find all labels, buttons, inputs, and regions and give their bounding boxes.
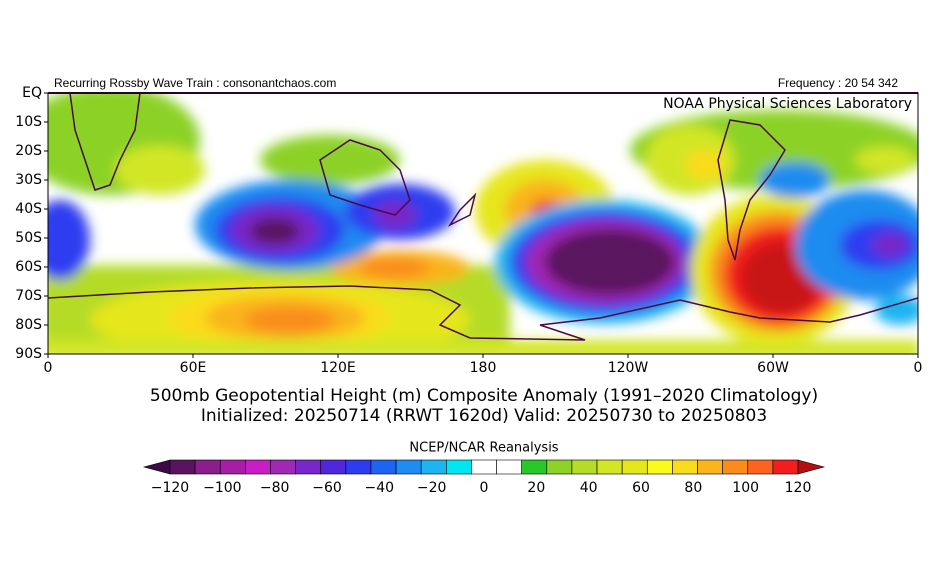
colorbar-box bbox=[345, 459, 372, 475]
credit: NOAA Physical Sciences Laboratory bbox=[663, 96, 912, 112]
colorbar-low bbox=[142, 459, 171, 475]
colorbar-box bbox=[194, 459, 221, 475]
lat-label: 30S bbox=[15, 172, 42, 188]
colorbar-box bbox=[270, 459, 296, 475]
colorbar-box bbox=[747, 459, 774, 475]
lon-label: 120E bbox=[320, 360, 356, 376]
header-right: Frequency : 20 54 342 bbox=[778, 76, 898, 90]
lat-label: 60S bbox=[15, 259, 42, 275]
colorbar-tick-label: −40 bbox=[365, 480, 395, 496]
lat-label: 90S bbox=[15, 346, 42, 362]
colorbar-tick-label: −100 bbox=[203, 480, 241, 496]
colorbar-box bbox=[471, 459, 497, 475]
title-line-1: 500mb Geopotential Height (m) Composite … bbox=[150, 386, 818, 406]
colorbar-box bbox=[772, 459, 799, 475]
colorbar-box bbox=[722, 459, 749, 475]
colorbar-tick-label: −60 bbox=[312, 480, 342, 496]
colorbar-box bbox=[521, 459, 548, 475]
colorbar-box bbox=[596, 459, 623, 475]
colorbar-tick-label: 40 bbox=[580, 480, 598, 496]
colorbar-box bbox=[169, 459, 196, 475]
lon-label: 60E bbox=[180, 360, 207, 376]
header-left: Recurring Rossby Wave Train : consonantc… bbox=[54, 76, 336, 90]
colorbar-tick-label: −80 bbox=[260, 480, 290, 496]
lon-label: 120W bbox=[608, 360, 649, 376]
colorbar-box bbox=[697, 459, 723, 475]
lon-label: 60W bbox=[757, 360, 789, 376]
lat-label: 40S bbox=[15, 201, 42, 217]
colorbar-box bbox=[420, 459, 447, 475]
colorbar-high bbox=[797, 459, 826, 475]
lat-label: EQ bbox=[22, 85, 42, 101]
colorbar-tick-label: 0 bbox=[480, 480, 489, 496]
colorbar-tick-label: 80 bbox=[684, 480, 702, 496]
colorbar-tick-label: −20 bbox=[417, 480, 447, 496]
colorbar-box bbox=[370, 459, 397, 475]
colorbar-box bbox=[395, 459, 422, 475]
colorbar-box bbox=[646, 459, 673, 475]
colorbar-box bbox=[621, 459, 648, 475]
lat-label: 70S bbox=[15, 288, 42, 304]
colorbar-box bbox=[446, 459, 472, 475]
lon-label: 0 bbox=[44, 360, 53, 376]
colorbar-box bbox=[672, 459, 698, 475]
colorbar-tick-label: −120 bbox=[151, 480, 189, 496]
lat-label: 10S bbox=[15, 114, 42, 130]
colorbar-tick-label: 120 bbox=[785, 480, 812, 496]
colorbar-box bbox=[546, 459, 573, 475]
colorbar-box bbox=[295, 459, 322, 475]
lon-label: 180 bbox=[470, 360, 497, 376]
colorbar-label: NCEP/NCAR Reanalysis bbox=[409, 441, 558, 456]
anomaly-field bbox=[48, 93, 918, 354]
colorbar-tick-label: 100 bbox=[732, 480, 759, 496]
colorbar-tick-label: 60 bbox=[632, 480, 650, 496]
lon-label: 0 bbox=[914, 360, 923, 376]
colorbar: −120 −100 −80 −60 −40 −20 0 20 40 60 80 100 120 bbox=[142, 459, 826, 496]
title-line-2: Initialized: 20250714 (RRWT 1620d) Valid… bbox=[201, 406, 767, 426]
coastlines bbox=[48, 93, 918, 341]
colorbar-box bbox=[496, 459, 522, 475]
lat-label: 50S bbox=[15, 230, 42, 246]
colorbar-tick-label: 20 bbox=[527, 480, 545, 496]
lat-label: 80S bbox=[15, 317, 42, 333]
colorbar-box bbox=[245, 459, 271, 475]
lat-label: 20S bbox=[15, 143, 42, 159]
colorbar-box bbox=[571, 459, 598, 475]
colorbar-box bbox=[320, 459, 347, 475]
colorbar-box bbox=[219, 459, 246, 475]
